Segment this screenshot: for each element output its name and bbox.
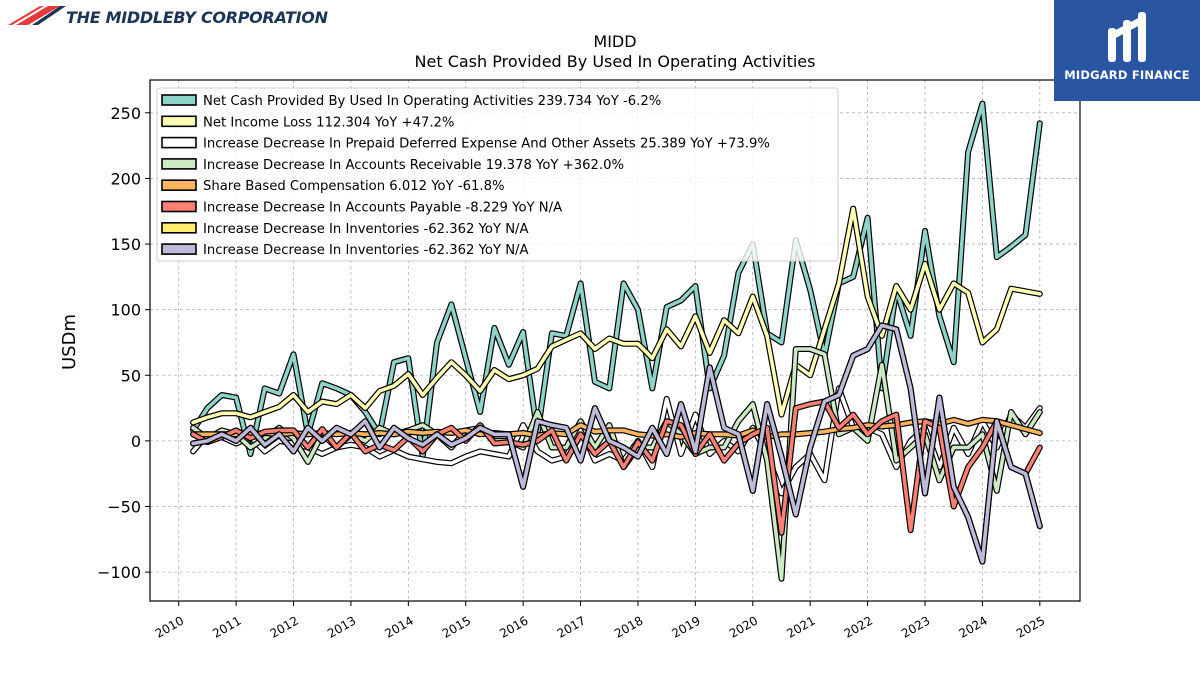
legend-box (156, 87, 839, 262)
y-tick-label: −50 (107, 498, 141, 517)
x-tick-label: 2020 (727, 613, 760, 640)
x-tick-label: 2017 (555, 613, 588, 640)
legend-item: Increase Decrease In Inventories -62.362… (161, 222, 529, 237)
series-line (191, 323, 1042, 564)
legend-label: Share Based Compensation 6.012 YoY -61.8… (203, 179, 505, 194)
x-tick-label: 2014 (382, 613, 415, 640)
x-tick-label: 2016 (497, 613, 530, 640)
x-tick-label: 2022 (842, 613, 875, 640)
legend: Net Cash Provided By Used In Operating A… (156, 87, 839, 262)
legend-swatch (161, 222, 197, 234)
y-tick-label: 50 (121, 366, 141, 385)
company-logo-text: THE MIDDLEBY CORPORATION (66, 8, 328, 27)
series-2 (190, 205, 1043, 426)
chart-subtitle: Net Cash Provided By Used In Operating A… (415, 52, 816, 71)
legend-label: Increase Decrease In Accounts Receivable… (203, 158, 624, 173)
midgard-finance-text: MIDGARD FINANCE (1064, 68, 1190, 82)
legend-label: Net Cash Provided By Used In Operating A… (203, 94, 661, 109)
middleby-logo-icon (8, 6, 66, 25)
legend-item: Increase Decrease In Accounts Payable -8… (161, 200, 562, 216)
axes-frame (149, 79, 1081, 602)
y-tick-label: 150 (110, 235, 141, 254)
series-1 (190, 100, 1043, 460)
y-tick-label: 100 (110, 301, 141, 320)
series-6 (190, 398, 1043, 536)
legend-swatch (161, 115, 197, 128)
chart-title: MIDD (593, 32, 636, 51)
x-tick-label: 2024 (956, 613, 989, 640)
series-line (191, 101, 1042, 459)
legend-label: Increase Decrease In Inventories -62.362… (203, 222, 529, 237)
x-tick-label: 2012 (268, 613, 301, 640)
y-tick-label: 250 (110, 104, 141, 123)
legend-swatch (161, 200, 197, 213)
series-8 (190, 322, 1043, 565)
x-tick-label: 2013 (325, 613, 358, 640)
y-axis-label: USDm (59, 314, 80, 370)
y-tick-label: −100 (97, 563, 141, 582)
legend-item: Increase Decrease In Accounts Receivable… (161, 158, 624, 173)
y-tick-label: 0 (131, 432, 141, 451)
legend-item: Share Based Compensation 6.012 YoY -61.8… (161, 179, 505, 194)
midgard-finance-logo: MIDGARD FINANCE (1054, 0, 1200, 101)
midgard-m-icon (1108, 12, 1146, 62)
x-tick-label: 2015 (440, 613, 473, 640)
legend-label: Increase Decrease In Accounts Payable -8… (203, 201, 562, 216)
x-tick-label: 2019 (669, 613, 702, 640)
legend-label: Increase Decrease In Prepaid Deferred Ex… (203, 137, 770, 152)
legend-swatch (161, 243, 197, 255)
x-tick-label: 2011 (210, 613, 243, 640)
x-tick-label: 2010 (153, 613, 186, 640)
legend-label: Net Income Loss 112.304 YoY +47.2% (203, 115, 454, 130)
x-tick-label: 2021 (784, 613, 817, 640)
x-tick-label: 2018 (612, 613, 645, 640)
legend-swatch (161, 94, 197, 106)
plot-area: −100 −50 0 50 100 150 200 250 2010 2011 2012 2013 20… (97, 79, 1081, 641)
legend-swatch (161, 158, 197, 170)
legend-swatch (161, 179, 197, 191)
series-line (191, 399, 1042, 535)
x-tick-label: 2025 (1014, 613, 1047, 640)
legend-item: Increase Decrease In Prepaid Deferred Ex… (161, 136, 770, 152)
legend-swatch (161, 136, 197, 149)
series-line (191, 206, 1042, 425)
y-tick-label: 200 (110, 169, 141, 188)
legend-item: Net Cash Provided By Used In Operating A… (161, 94, 661, 109)
x-tick-label: 2023 (899, 613, 932, 640)
legend-item: Increase Decrease In Inventories -62.362… (161, 243, 529, 258)
legend-item: Net Income Loss 112.304 YoY +47.2% (161, 115, 454, 130)
legend-label: Increase Decrease In Inventories -62.362… (203, 243, 529, 258)
